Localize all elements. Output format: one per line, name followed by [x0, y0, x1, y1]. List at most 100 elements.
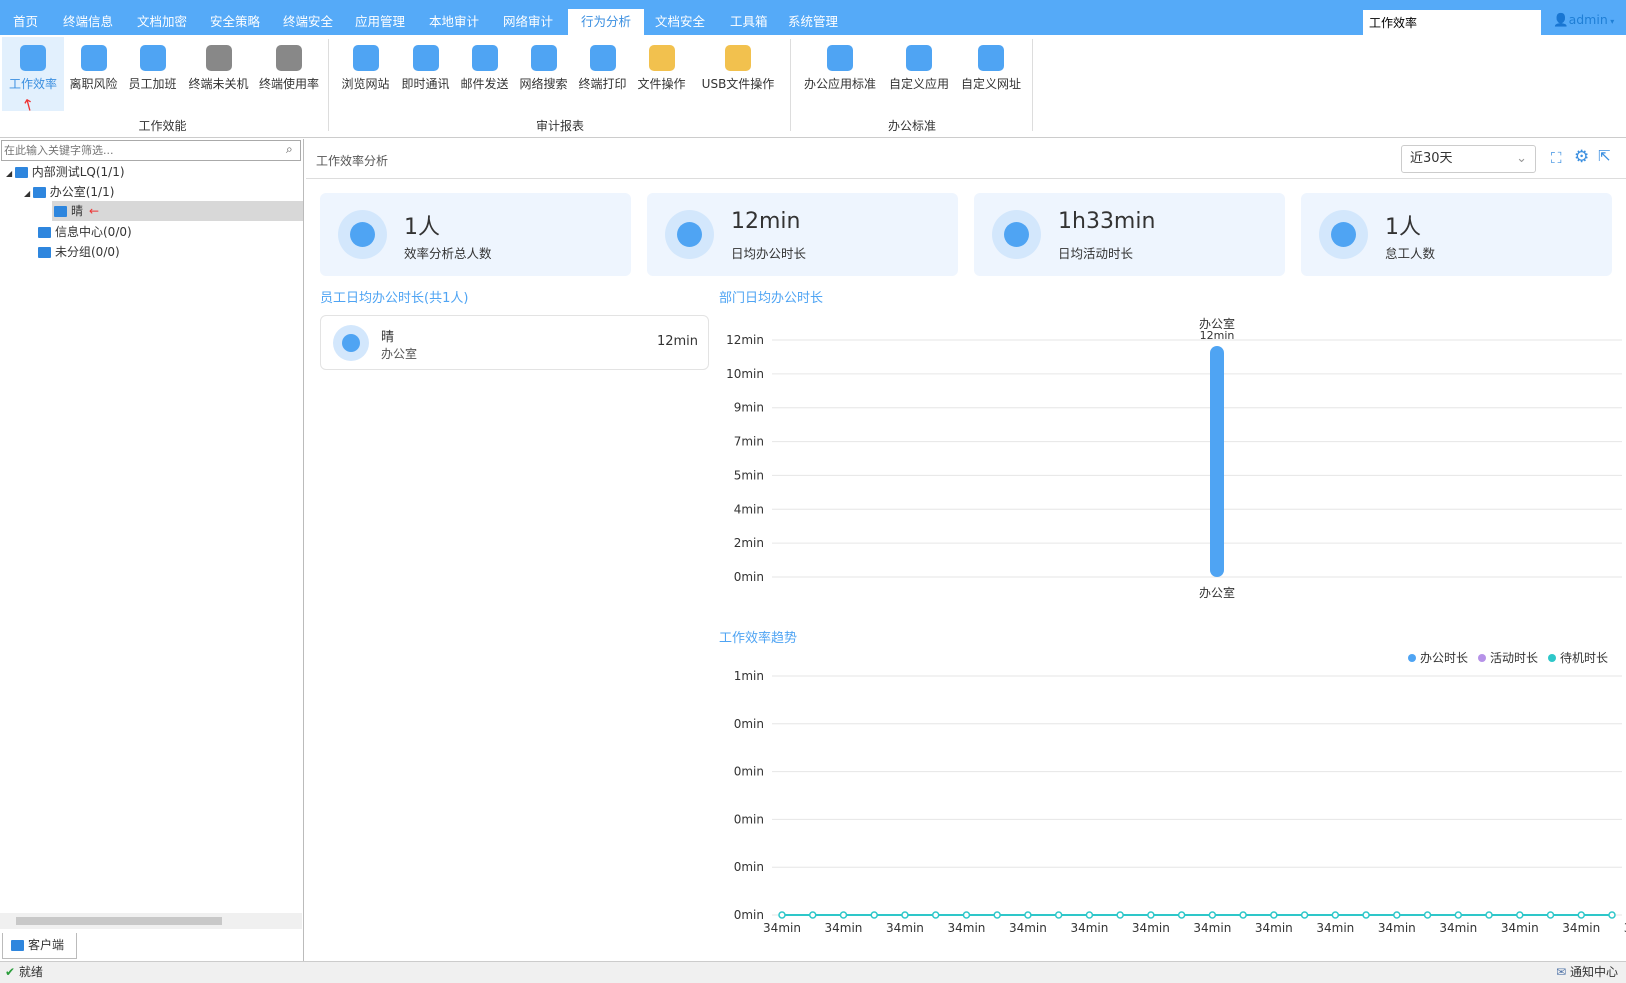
stat-card: 1h33min 日均活动时长 — [974, 193, 1285, 276]
data-point — [1485, 911, 1493, 919]
ribbon-item-label: 自定义网址 — [960, 77, 1021, 91]
tab-3[interactable]: 安全策略 — [210, 14, 261, 29]
data-point — [993, 911, 1001, 919]
stat-label: 怠工人数 — [1385, 246, 1436, 261]
y-tick-label: 0min — [734, 908, 764, 922]
tab-9[interactable]: 文档安全 — [655, 14, 706, 29]
horizontal-scrollbar[interactable] — [0, 913, 302, 929]
ribbon-item-0-1[interactable]: 离职风险 — [64, 37, 123, 111]
ribbon-item-icon — [648, 45, 675, 71]
dept-section-title: 部门日均办公时长 — [719, 291, 824, 306]
ribbon-item-icon — [20, 45, 46, 71]
ribbon-item-icon — [827, 45, 853, 71]
search-icon[interactable]: ⌕ — [286, 142, 293, 156]
tree-node-office[interactable]: ◢ 办公室(1/1) — [24, 185, 115, 199]
ribbon-item-1-5[interactable]: 文件操作 — [632, 37, 691, 111]
user-menu[interactable]: 👤admin ▾ — [1553, 12, 1614, 28]
legend-marker — [1548, 654, 1556, 662]
tab-1[interactable]: 终端信息 — [63, 14, 114, 29]
tab-7[interactable]: 网络审计 — [503, 14, 554, 29]
y-tick-label: 10min — [726, 367, 764, 381]
trend-line-chart: 0min 0min 0min 0min 0min 1min 34min 34min 34min 3… — [734, 650, 1626, 935]
tab-client[interactable]: 客户端 — [2, 933, 77, 959]
gear-icon[interactable]: ⚙ — [1574, 147, 1590, 167]
employee-item[interactable]: 晴 办公室 12min — [320, 315, 709, 370]
user-icon: 👤 — [1553, 12, 1569, 27]
computer-icon — [54, 206, 67, 217]
ribbon-item-0-0[interactable]: 工作效率 — [2, 37, 64, 111]
org-icon — [38, 227, 51, 238]
ribbon-item-1-3[interactable]: 网络搜索 — [514, 37, 573, 111]
data-label: 12min — [1200, 329, 1235, 342]
org-icon — [14, 167, 28, 178]
stat-card: 1人 效率分析总人数 — [320, 193, 631, 276]
data-point — [808, 911, 817, 919]
global-search-input[interactable] — [1363, 10, 1541, 35]
ribbon-item-0-3[interactable]: 终端未关机 — [182, 37, 255, 111]
x-tick-label: 34min — [1070, 921, 1108, 935]
data-point — [1116, 911, 1124, 919]
ribbon-item-2-0[interactable]: 办公应用标准 — [797, 37, 883, 111]
users-icon — [1319, 210, 1368, 259]
ribbon-item-label: 邮件发送 — [460, 77, 509, 91]
ribbon-item-1-1[interactable]: 即时通讯 — [396, 37, 455, 111]
ribbon-item-2-1[interactable]: 自定义应用 — [883, 37, 955, 111]
tree-node-root[interactable]: ◢ 内部测试LQ(1/1) — [6, 165, 125, 179]
y-tick-label: 0min — [734, 812, 764, 826]
tab-2[interactable]: 文档加密 — [137, 14, 188, 29]
tab-10[interactable]: 工具箱 — [730, 14, 768, 29]
ribbon-item-label: USB文件操作 — [701, 77, 775, 91]
tree-node-qing[interactable]: 晴 ← — [52, 201, 303, 221]
legend-label[interactable]: 办公时长 — [1420, 650, 1468, 665]
data-point — [1024, 911, 1032, 919]
org-icon — [32, 187, 46, 198]
ribbon-item-icon — [725, 45, 751, 71]
legend-label[interactable]: 待机时长 — [1560, 651, 1608, 665]
date-range-select[interactable]: 近30天 ⌄ — [1401, 145, 1536, 173]
tab-11[interactable]: 系统管理 — [788, 14, 839, 29]
tree-label: 内部测试LQ(1/1) — [31, 165, 125, 179]
x-tick-label: 34min — [825, 921, 863, 935]
ribbon-item-1-0[interactable]: 浏览网站 — [335, 37, 396, 111]
employee-dept: 办公室 — [381, 347, 418, 361]
legend-label[interactable]: 活动时长 — [1490, 651, 1538, 665]
ribbon-item-icon — [471, 45, 498, 71]
ribbon-item-label: 终端未关机 — [188, 77, 249, 91]
ribbon-item-1-2[interactable]: 邮件发送 — [455, 37, 514, 111]
tab-4[interactable]: 终端安全 — [283, 14, 334, 29]
tab-8[interactable]: 行为分析 — [568, 9, 645, 35]
computer-icon — [11, 940, 24, 951]
ribbon-item-2-2[interactable]: 自定义网址 — [955, 37, 1027, 111]
legend-marker — [1478, 654, 1486, 662]
export-icon[interactable]: ⇱ — [1598, 147, 1611, 165]
ribbon-item-1-4[interactable]: 终端打印 — [573, 37, 632, 111]
notify-center[interactable]: ✉ 通知中心 — [1556, 962, 1618, 983]
tab-5[interactable]: 应用管理 — [355, 14, 406, 29]
data-point — [839, 911, 848, 919]
x-tick-label: 办公室 — [1199, 585, 1235, 600]
data-point — [1577, 911, 1586, 919]
tree-node-info[interactable]: 信息中心(0/0) — [38, 222, 132, 242]
ribbon-item-label: 离职风险 — [69, 77, 118, 91]
data-point — [1393, 911, 1401, 919]
data-point — [1546, 911, 1555, 919]
data-point — [870, 911, 878, 919]
ribbon-item-0-4[interactable]: 终端使用率 — [255, 37, 323, 111]
data-point — [931, 911, 940, 919]
status-text: 就绪 — [18, 965, 43, 979]
x-tick-label: 34min — [1501, 921, 1539, 935]
y-tick-label: 7min — [734, 435, 764, 449]
tab-0[interactable]: 首页 — [13, 14, 39, 29]
notify-label: 通知中心 — [1569, 965, 1618, 979]
fullscreen-icon[interactable]: ⛶ — [1551, 149, 1562, 167]
tab-6[interactable]: 本地审计 — [429, 14, 480, 29]
y-tick-label: 2min — [734, 536, 764, 550]
ribbon-toolbar: 工作效率 离职风险 员工加班 终端未关机 终端使用率 工作效能 浏览网站 即时通讯 邮件发送 网络… — [0, 35, 1626, 138]
ribbon-item-0-2[interactable]: 员工加班 — [123, 37, 182, 111]
ribbon-item-label: 即时通讯 — [401, 77, 450, 91]
x-tick-label: 34min — [1624, 921, 1626, 935]
tree-filter-input[interactable] — [1, 140, 301, 161]
tree-node-ungrouped[interactable]: 未分组(0/0) — [38, 242, 120, 262]
data-point — [1239, 911, 1247, 919]
ribbon-item-1-6[interactable]: USB文件操作 — [691, 37, 785, 111]
